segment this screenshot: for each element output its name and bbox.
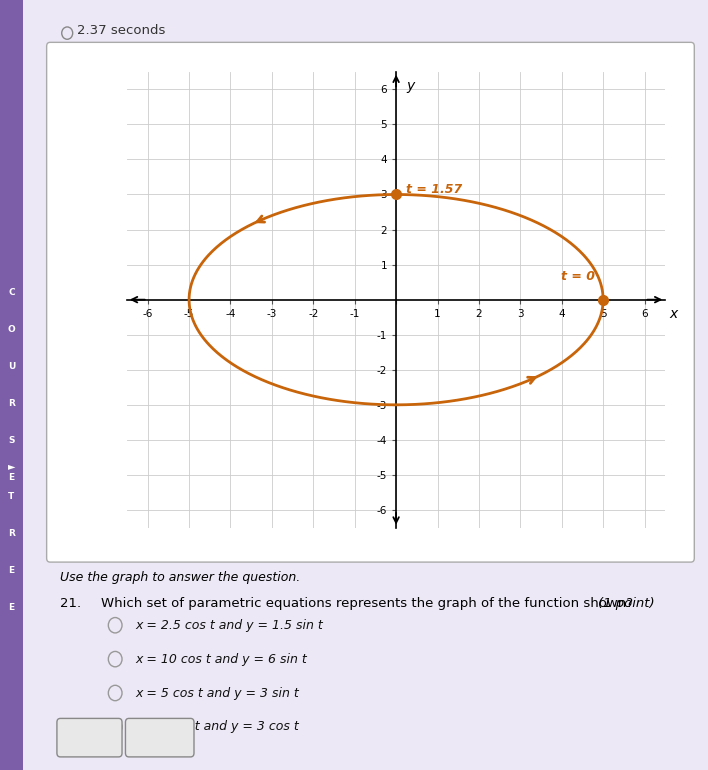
Text: x = 5 cos t and y = 3 sin t: x = 5 cos t and y = 3 sin t [136, 687, 299, 699]
Text: x = 10 cos t and y = 6 sin t: x = 10 cos t and y = 6 sin t [136, 653, 307, 665]
Text: (1 point): (1 point) [598, 597, 655, 610]
Text: y: y [406, 79, 415, 93]
FancyBboxPatch shape [47, 42, 695, 562]
Text: x = 2.5 cos t and y = 1.5 sin t: x = 2.5 cos t and y = 1.5 sin t [136, 619, 324, 631]
Text: 2.37 seconds: 2.37 seconds [77, 25, 166, 37]
Text: C: C [8, 288, 15, 297]
Text: E: E [8, 473, 14, 482]
Text: T: T [8, 492, 14, 501]
Text: Which set of parametric equations represents the graph of the function shown?: Which set of parametric equations repres… [101, 597, 634, 610]
FancyBboxPatch shape [57, 718, 122, 757]
Text: R: R [8, 399, 15, 408]
Text: Finish: Finish [72, 732, 107, 744]
Text: ►: ► [8, 461, 15, 470]
Text: Use the graph to answer the question.: Use the graph to answer the question. [60, 571, 301, 584]
Text: S: S [8, 436, 15, 445]
Text: E: E [8, 603, 14, 612]
FancyBboxPatch shape [125, 718, 194, 757]
Text: 21.: 21. [60, 597, 81, 610]
Text: E: E [8, 566, 14, 575]
Text: R: R [8, 529, 15, 538]
Text: Cancel: Cancel [138, 732, 181, 744]
Text: t = 1.57: t = 1.57 [406, 182, 463, 196]
Text: O: O [8, 325, 15, 334]
Text: x = 5 sin t and y = 3 cos t: x = 5 sin t and y = 3 cos t [136, 721, 299, 733]
Text: x: x [669, 306, 678, 320]
Text: U: U [8, 362, 15, 371]
Text: t = 0: t = 0 [561, 270, 595, 283]
